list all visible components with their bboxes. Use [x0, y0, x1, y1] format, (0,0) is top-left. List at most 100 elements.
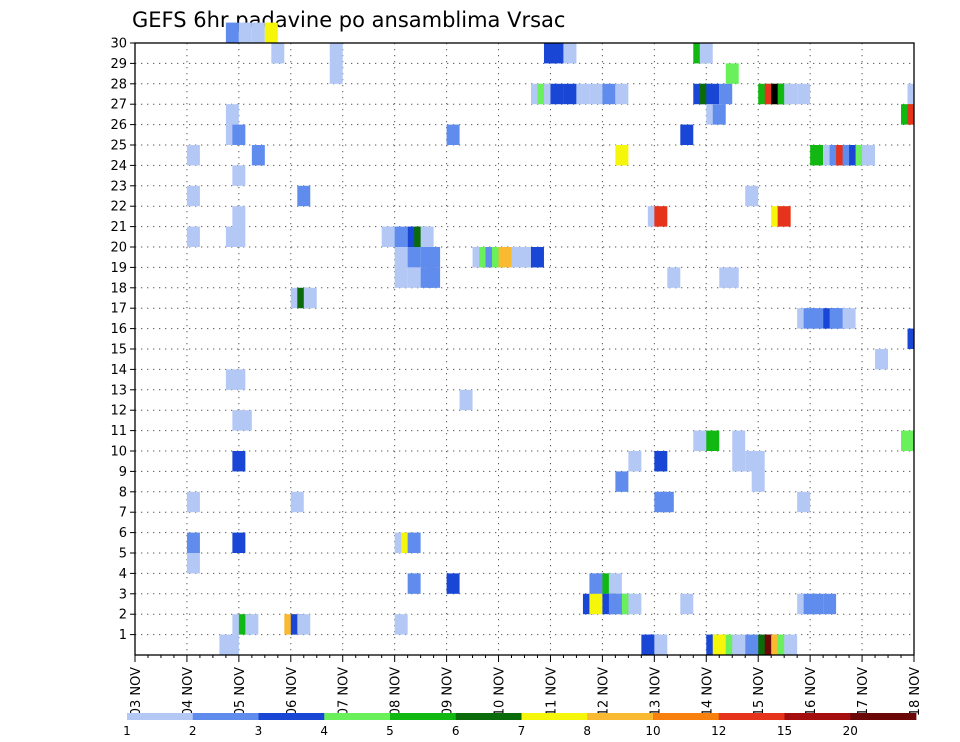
y-tick-label: 21 [110, 220, 127, 235]
precip-cell [667, 267, 681, 288]
precip-cell [303, 287, 317, 309]
precip-cell [862, 145, 876, 166]
precip-cell [615, 471, 629, 492]
precip-cell [290, 491, 304, 513]
precip-cell [186, 185, 200, 207]
precip-cell [232, 369, 246, 390]
y-tick-label: 29 [110, 57, 127, 72]
precip-cell [530, 247, 544, 268]
y-tick-label: 7 [119, 506, 127, 521]
precip-cell [660, 491, 674, 513]
precip-cell [777, 206, 791, 227]
x-tick-label: 10 NOV [493, 667, 508, 716]
precip-cell [810, 145, 824, 166]
precip-cell [297, 614, 311, 635]
colorbar-label: 12 [711, 724, 726, 738]
y-tick-label: 25 [110, 139, 127, 154]
y-tick-label: 28 [110, 77, 127, 92]
colorbar-label: 1 [123, 724, 131, 738]
colorbar-swatch [784, 713, 851, 720]
precip-cell [394, 226, 408, 247]
precip-cell [186, 145, 200, 166]
x-tick-label: 08 NOV [389, 667, 404, 716]
y-tick-label: 3 [119, 587, 127, 602]
precip-cell [407, 532, 421, 553]
precip-cell [394, 614, 408, 635]
precip-cell [563, 43, 577, 64]
colorbar-swatch [192, 713, 259, 720]
precip-cell [251, 22, 265, 43]
y-tick-label: 22 [110, 200, 127, 215]
precip-cell [907, 104, 914, 125]
precip-cell [608, 573, 622, 594]
colorbar-swatch [258, 713, 325, 720]
y-tick-label: 5 [119, 547, 127, 562]
precip-cell [186, 532, 200, 553]
precip-cell [842, 308, 856, 329]
precip-cell [797, 83, 811, 105]
precip-cell [264, 22, 278, 43]
grid-lines [134, 42, 915, 655]
precip-cell [225, 22, 239, 43]
precip-cell [407, 573, 421, 594]
y-tick-label: 1 [119, 628, 127, 643]
precip-cell [784, 634, 798, 655]
colorbar-label: 20 [843, 724, 858, 738]
precip-cell [576, 83, 590, 105]
y-tick-label: 24 [110, 159, 127, 174]
precip-cell [420, 226, 434, 247]
y-tick-label: 6 [119, 526, 127, 541]
precip-cell [823, 593, 837, 615]
y-tick-label: 2 [119, 608, 127, 623]
precip-cell [329, 63, 343, 84]
y-tick-label: 18 [110, 281, 127, 296]
x-tick-label: 07 NOV [337, 667, 352, 716]
y-tick-label: 11 [110, 424, 127, 439]
precip-cell [446, 124, 460, 145]
precip-cells [186, 22, 914, 655]
colorbar-label: 3 [255, 724, 263, 738]
precip-cell [654, 634, 668, 655]
precip-cell [732, 430, 746, 451]
precip-cell [628, 451, 642, 472]
x-tick-label: 16 NOV [804, 667, 819, 716]
precip-cell [615, 145, 629, 166]
colorbar-swatch [653, 713, 720, 720]
precip-cell [232, 124, 246, 145]
precip-cell [589, 83, 603, 105]
y-tick-label: 23 [110, 179, 127, 194]
precip-cell [550, 43, 564, 64]
precip-cell [394, 267, 408, 288]
precip-cell [427, 267, 441, 288]
precip-cell [751, 471, 765, 492]
precip-cell [225, 104, 239, 125]
colorbar-label: 7 [518, 724, 526, 738]
y-tick-label: 8 [119, 485, 127, 500]
precip-cell [732, 634, 746, 655]
precip-cell [407, 267, 421, 288]
y-tick-label: 16 [110, 322, 127, 337]
precip-cell [719, 83, 733, 105]
x-tick-label: 12 NOV [596, 667, 611, 716]
precip-cell [427, 247, 441, 268]
precip-cell [232, 532, 246, 553]
colorbar-label: 5 [386, 724, 394, 738]
precip-cell [550, 83, 564, 105]
colorbar-swatch [718, 713, 785, 720]
precip-cell [407, 247, 421, 268]
colorbar-swatch [521, 713, 588, 720]
y-tick-label: 30 [110, 37, 127, 52]
colorbar-label: 15 [777, 724, 792, 738]
precip-cell [725, 63, 739, 84]
colorbar-label: 2 [189, 724, 197, 738]
y-tick-label: 12 [110, 404, 127, 419]
precip-cell [186, 491, 200, 513]
y-tick-label: 15 [110, 343, 127, 358]
x-tick-label: 05 NOV [233, 667, 248, 716]
precip-cell [238, 22, 252, 43]
precip-cell [186, 553, 200, 574]
y-tick-label: 14 [110, 363, 127, 378]
colorbar-swatch [390, 713, 457, 720]
precip-cell [446, 573, 460, 594]
precip-cell [232, 226, 246, 247]
